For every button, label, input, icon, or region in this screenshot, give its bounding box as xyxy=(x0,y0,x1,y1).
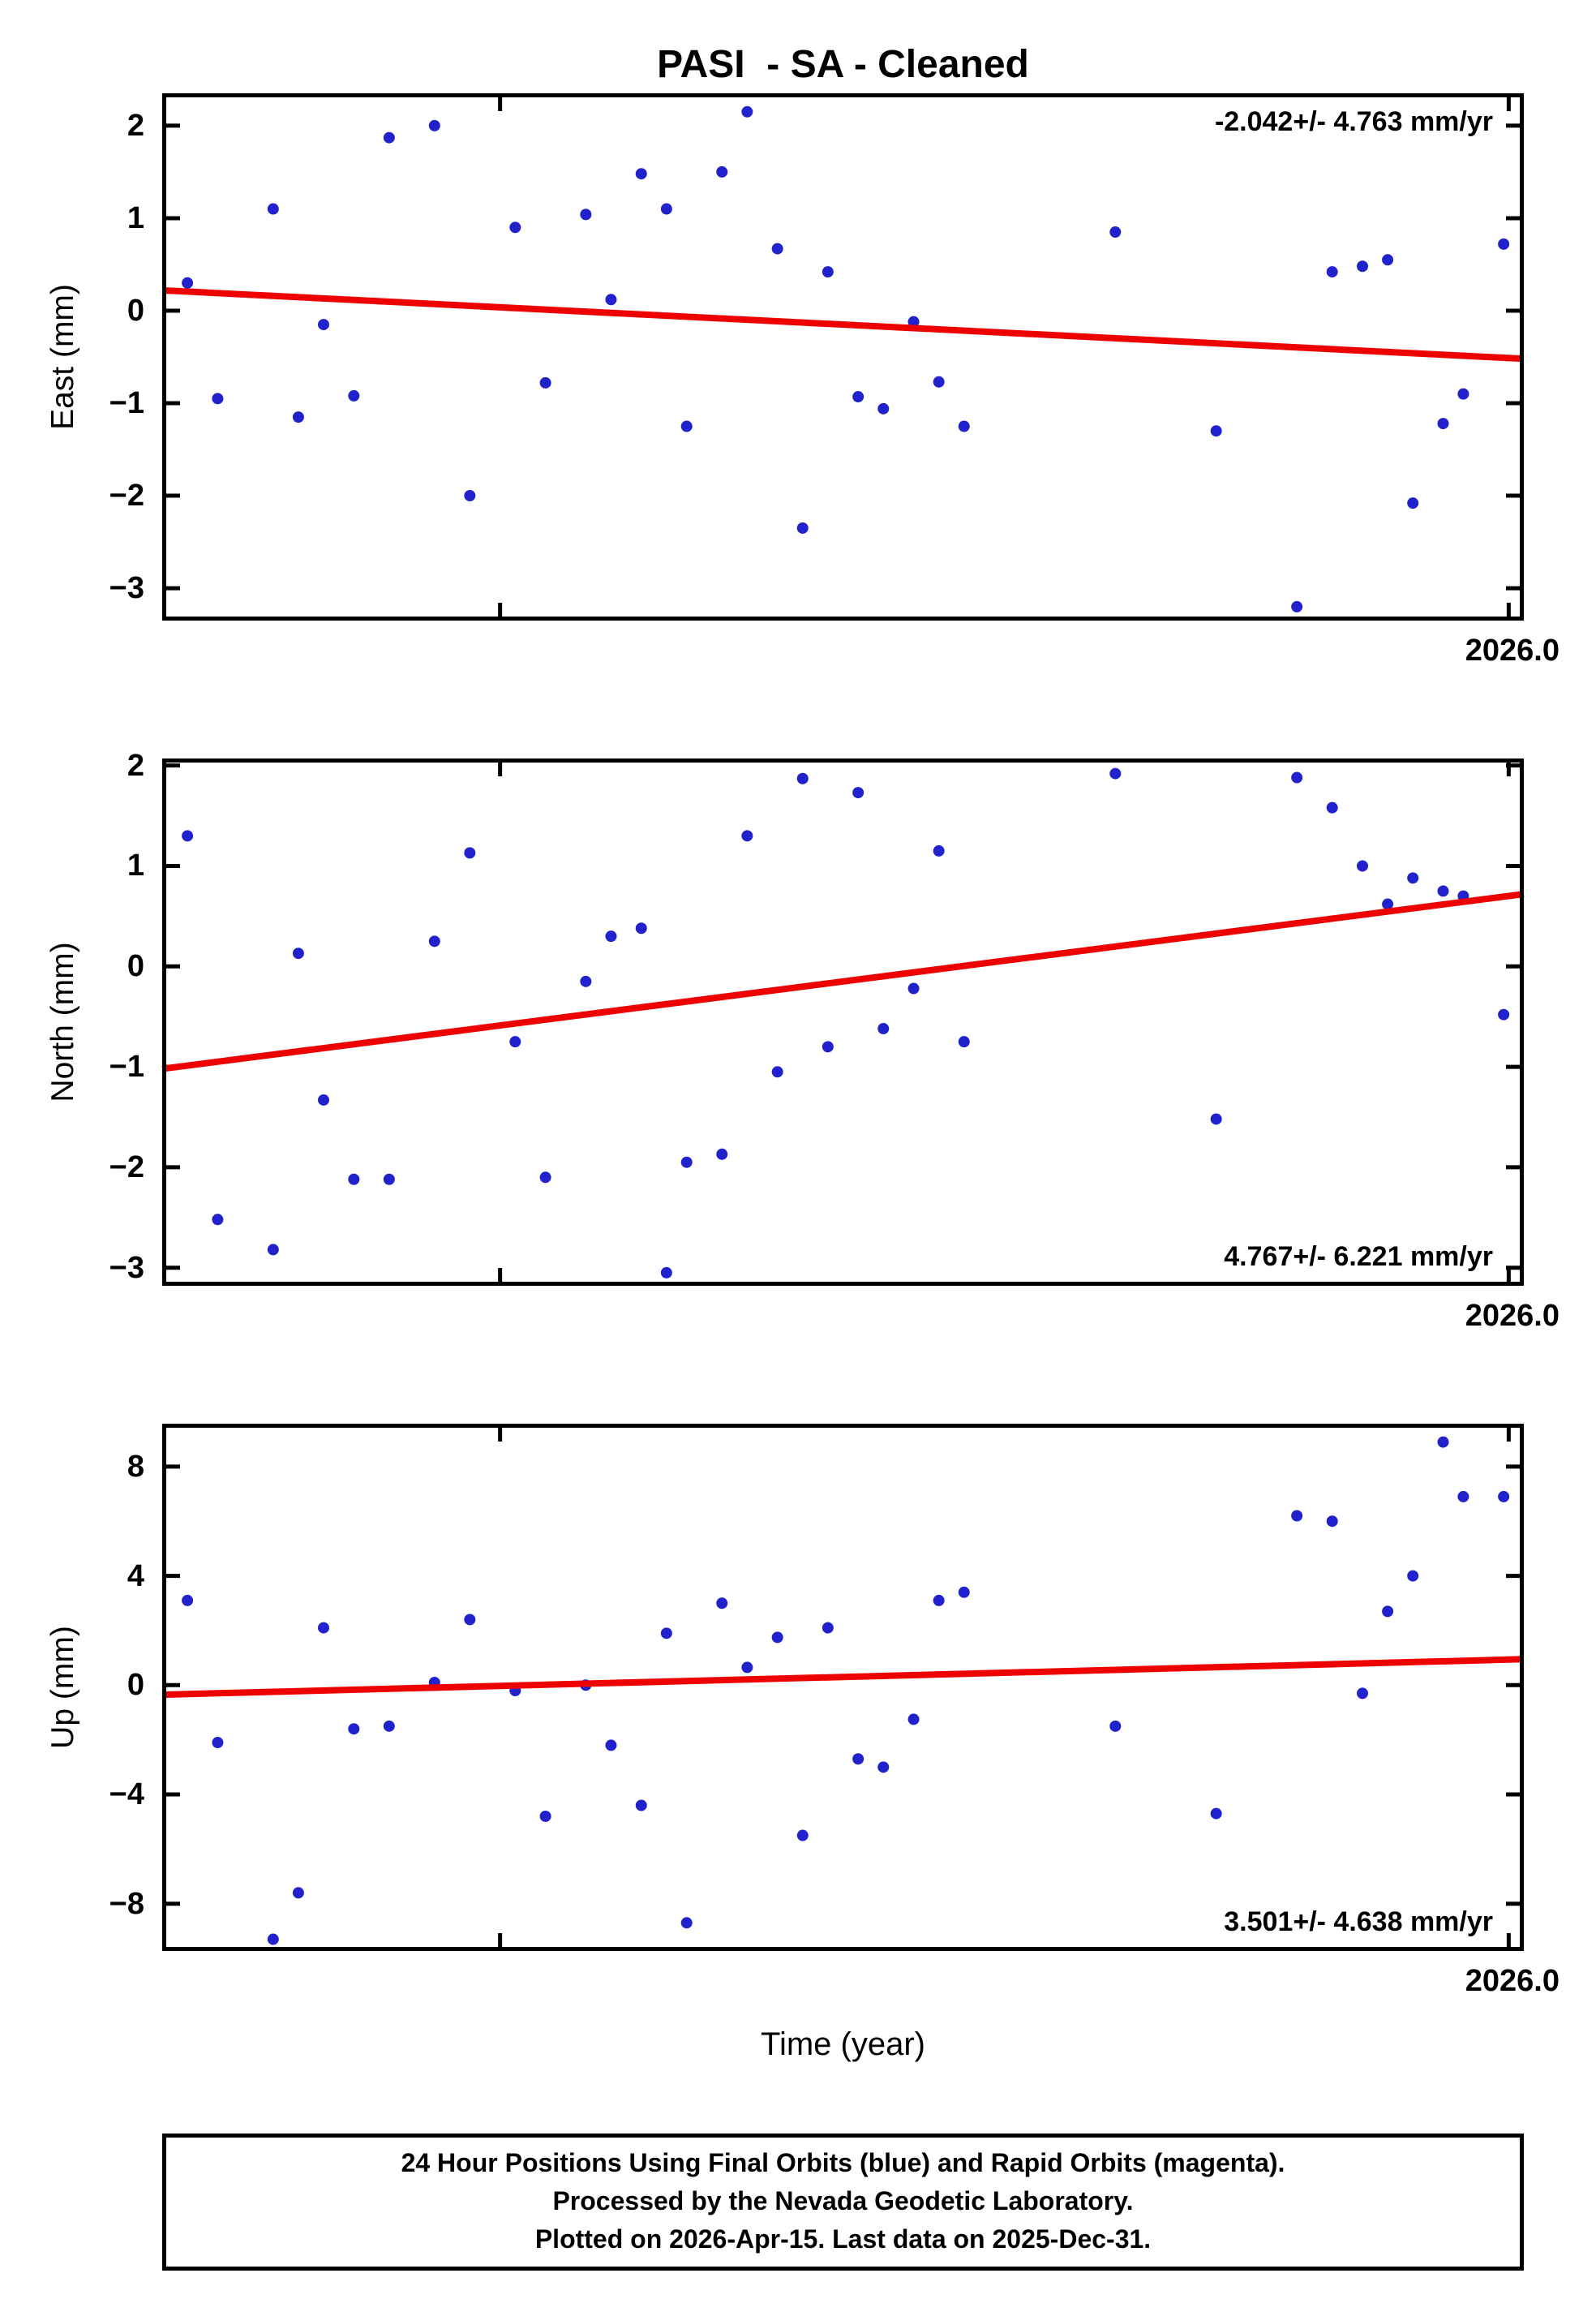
up-trend-rate-annotation: 3.501+/- 4.638 mm/yr xyxy=(1224,1906,1493,1937)
y-tick-label: −4 xyxy=(109,1777,144,1812)
up-x-tick-label: 2026.0 xyxy=(1465,1964,1560,1998)
north-x-tick-label: 2026.0 xyxy=(1465,1299,1560,1333)
east-x-tick-label: 2026.0 xyxy=(1465,634,1560,668)
chart-title: PASI - SA - Cleaned xyxy=(657,43,1029,86)
east-plot-area: -2.042+/- 4.763 mm/yr xyxy=(161,93,1525,621)
y-tick-label: 1 xyxy=(127,200,144,235)
y-tick-label: 1 xyxy=(127,849,144,883)
plot-frame xyxy=(162,1424,1524,1951)
up-panel: Up (mm) 3.501+/- 4.638 mm/yr 2026.0 −8 −4… xyxy=(0,1424,1596,2048)
north-plot-area: 4.767+/- 6.221 mm/yr xyxy=(161,758,1525,1286)
y-tick-label: −1 xyxy=(109,386,144,421)
y-tick-label: 2 xyxy=(127,748,144,783)
scatter-points xyxy=(182,105,1510,612)
y-tick-label: −3 xyxy=(109,1250,144,1285)
y-tick-label: −1 xyxy=(109,1050,144,1085)
up-plot-canvas xyxy=(161,1424,1525,1951)
plot-frame xyxy=(162,758,1524,1286)
y-tick-label: −3 xyxy=(109,571,144,606)
east-trend-rate-annotation: -2.042+/- 4.763 mm/yr xyxy=(1214,106,1493,137)
trend-line xyxy=(161,1656,1525,1699)
scatter-points xyxy=(182,767,1510,1278)
up-plot-area: 3.501+/- 4.638 mm/yr xyxy=(161,1424,1525,1951)
plot-frame xyxy=(162,93,1524,621)
footer-note-box: 24 Hour Positions Using Final Orbits (bl… xyxy=(162,2134,1524,2271)
footer-line-3: Plotted on 2026-Apr-15. Last data on 202… xyxy=(534,2224,1152,2254)
footer-line-2: Processed by the Nevada Geodetic Laborat… xyxy=(552,2186,1134,2215)
axis-ticks xyxy=(162,758,1524,1286)
east-panel: East (mm) -2.042+/- 4.763 mm/yr 2026.0 −… xyxy=(0,93,1596,718)
north-panel: North (mm) 4.767+/- 6.221 mm/yr 2026.0 −… xyxy=(0,749,1596,1383)
y-tick-label: 0 xyxy=(127,293,144,328)
north-trend-rate-annotation: 4.767+/- 6.221 mm/yr xyxy=(1224,1241,1493,1272)
x-axis-title: Time (year) xyxy=(761,2026,925,2062)
y-tick-label: 0 xyxy=(127,1668,144,1703)
y-tick-label: −8 xyxy=(109,1886,144,1921)
trend-line xyxy=(161,891,1525,1072)
east-plot-canvas xyxy=(161,93,1525,621)
trend-line xyxy=(161,286,1525,363)
y-tick-label: −2 xyxy=(109,479,144,514)
axis-ticks xyxy=(162,93,1524,621)
y-tick-label: 2 xyxy=(127,108,144,143)
y-tick-label: −2 xyxy=(109,1150,144,1184)
y-tick-label: 0 xyxy=(127,949,144,984)
y-tick-label: 4 xyxy=(127,1558,144,1593)
footer-line-1: 24 Hour Positions Using Final Orbits (bl… xyxy=(401,2148,1285,2177)
y-tick-label: 8 xyxy=(127,1449,144,1484)
north-plot-canvas xyxy=(161,758,1525,1286)
